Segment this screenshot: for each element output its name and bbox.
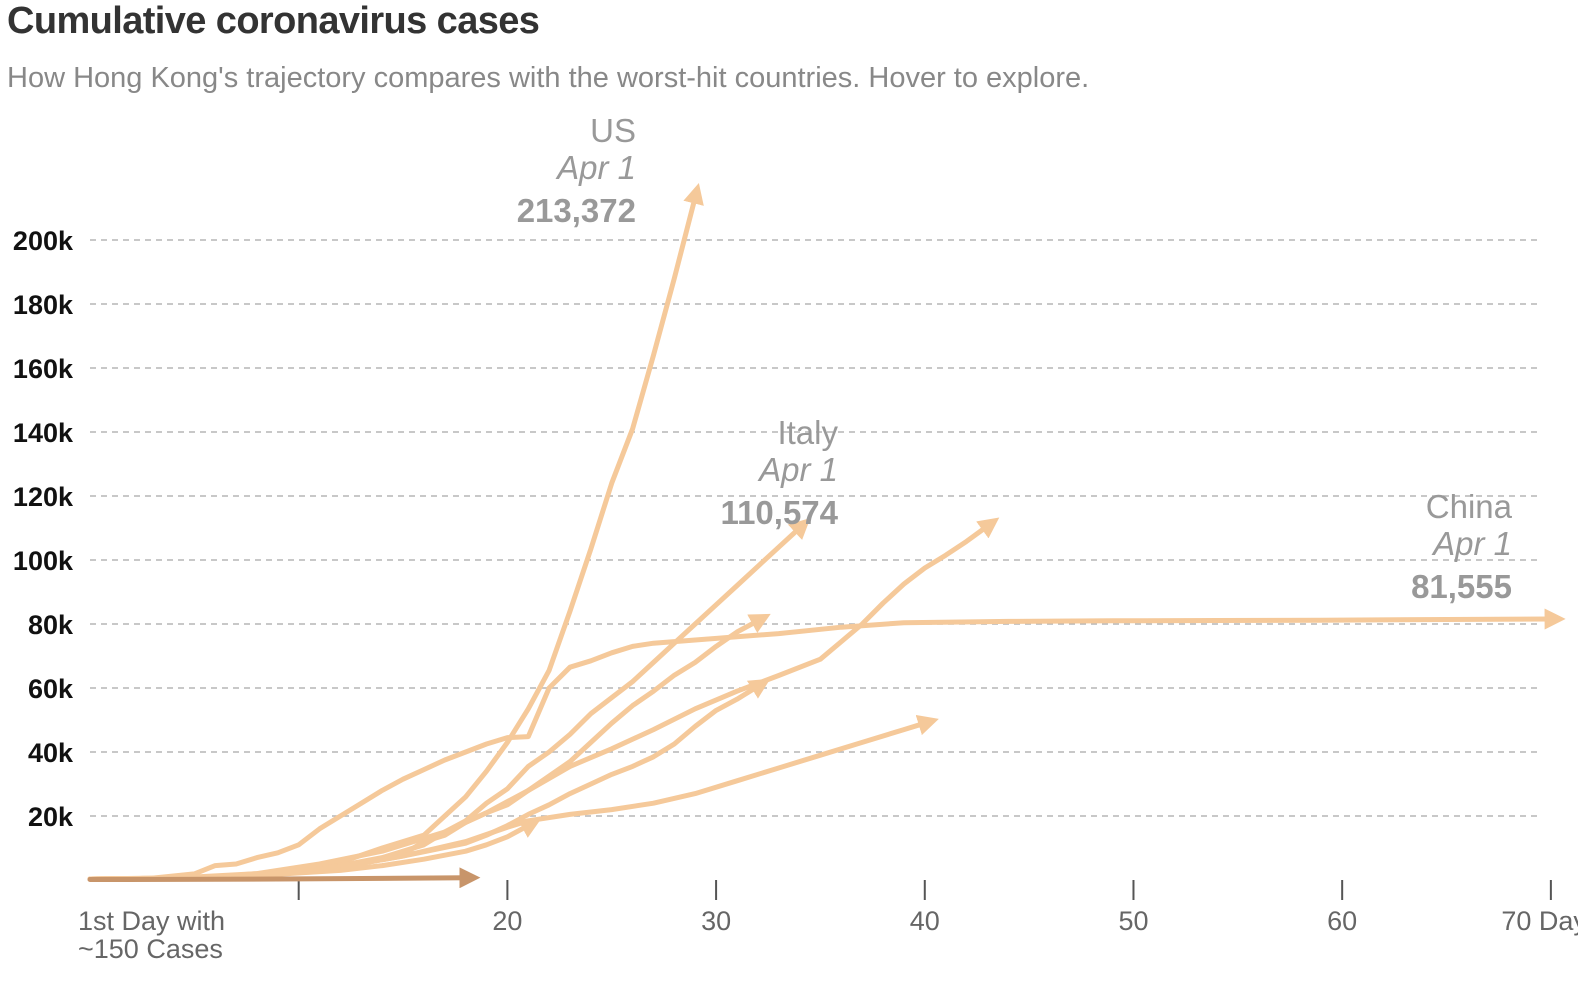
x-tick-label: 20	[492, 906, 522, 936]
x-tick-label: 60	[1327, 906, 1357, 936]
x-tick-label: 40	[910, 906, 940, 936]
y-axis: 20k 40k 60k 80k 100k 120k 140k 160k 180k 200k	[13, 226, 74, 832]
annotation-date: Apr 1	[757, 451, 838, 488]
chart-subtitle: How Hong Kong's trajectory compares with…	[7, 62, 1090, 94]
annotation-name: US	[590, 112, 636, 149]
x-tick-label: 50	[1118, 906, 1148, 936]
y-tick-label: 180k	[13, 290, 74, 320]
y-tick-label: 80k	[28, 610, 74, 640]
y-tick-label: 200k	[13, 226, 74, 256]
annotation-name: Italy	[777, 414, 838, 451]
x-tick-label-line2: ~150 Cases	[78, 934, 223, 964]
x-tick-label: 30	[701, 906, 731, 936]
y-tick-label: 120k	[13, 482, 74, 512]
series-line-china[interactable]	[87, 608, 1566, 882]
annotation-value: 81,555	[1411, 568, 1512, 605]
x-axis: 1st Day with~150 Cases 20 30 40 50 60 70 Days	[78, 880, 1578, 964]
series-line-country-7[interactable]	[87, 715, 939, 882]
series-lines[interactable]	[87, 182, 1566, 889]
annotation-value: 110,574	[721, 494, 839, 531]
series-line-hong-kong[interactable]	[87, 867, 481, 889]
series-line-country-4[interactable]	[87, 518, 811, 882]
annotation-value: 213,372	[517, 192, 636, 229]
x-tick-label: 70 Days	[1501, 906, 1578, 936]
y-tick-label: 40k	[28, 738, 74, 768]
x-tick-label: 1st Day with	[78, 906, 225, 936]
annotation-date: Apr 1	[555, 149, 636, 186]
y-tick-label: 20k	[28, 802, 74, 832]
series-line-country-8[interactable]	[87, 818, 542, 882]
annotation-date: Apr 1	[1431, 525, 1512, 562]
y-tick-label: 60k	[28, 674, 74, 704]
y-tick-label: 160k	[13, 354, 74, 384]
y-tick-label: 140k	[13, 418, 74, 448]
annotation-name: China	[1426, 488, 1513, 525]
series-line-italy[interactable]	[87, 517, 1000, 882]
chart-title: Cumulative coronavirus cases	[7, 0, 540, 42]
y-tick-label: 100k	[13, 546, 74, 576]
